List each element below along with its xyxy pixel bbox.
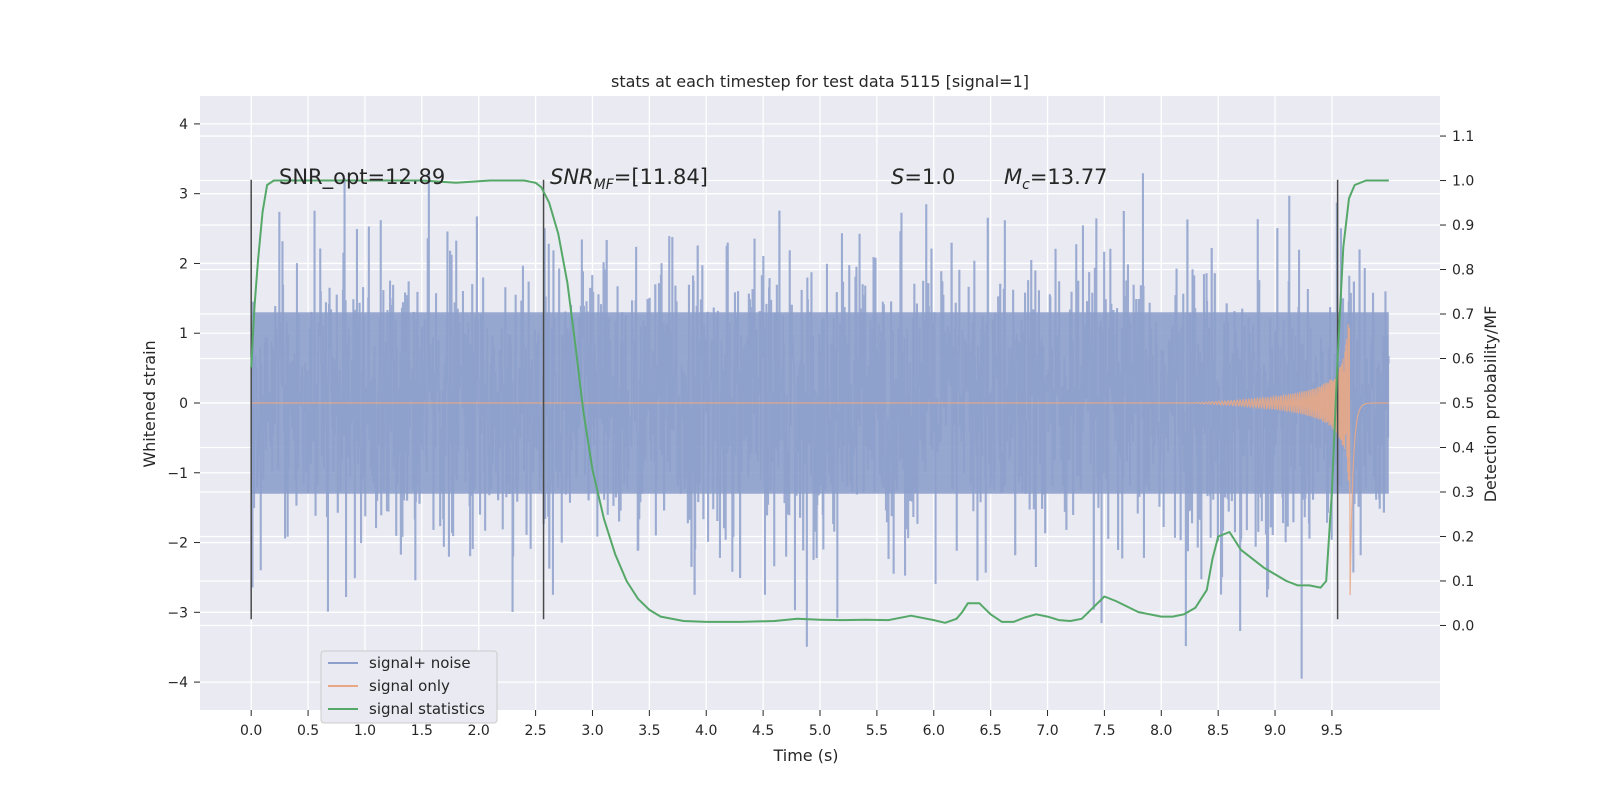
mc-value: =13.77 — [1030, 165, 1108, 189]
x-tick-label: 9.5 — [1321, 723, 1343, 739]
legend-box — [320, 650, 498, 724]
legend-label-signal-only: signal only — [369, 677, 450, 695]
x-tick-label: 0.5 — [297, 723, 319, 739]
x-tick-label: 3.5 — [638, 723, 660, 739]
signal-only-trace — [251, 323, 1389, 596]
y2-tick-label: 0.4 — [1452, 440, 1474, 456]
x-axis: 0.0 0.5 1.0 1.5 2.0 2.5 3.0 3.5 4.0 4.5 5.0 5.5 6.0 6… — [240, 710, 1343, 739]
y2-tick-label: 0.7 — [1452, 307, 1474, 323]
x-tick-label: 4.0 — [695, 723, 717, 739]
y-tick-label: −2 — [167, 536, 188, 552]
x-tick-label: 5.0 — [809, 723, 831, 739]
s-symbol: S — [891, 165, 904, 189]
y-axis-left: 4 3 2 1 0 −1 −2 −3 −4 — [167, 117, 200, 691]
y-tick-label: 1 — [179, 326, 188, 342]
y-axis-label: Whitened strain — [140, 340, 159, 467]
y2-tick-label: 0.1 — [1452, 574, 1474, 590]
x-tick-label: 3.0 — [581, 723, 603, 739]
mc-symbol: M — [1004, 165, 1022, 189]
legend-label-signal-noise: signal+ noise — [369, 654, 471, 672]
y2-tick-label: 0.8 — [1452, 263, 1474, 279]
mc-subscript: c — [1022, 177, 1030, 193]
y2-tick-label: 0.9 — [1452, 218, 1474, 234]
series-signal-only — [251, 323, 1389, 596]
x-tick-label: 6.0 — [923, 723, 945, 739]
x-tick-label: 8.5 — [1207, 723, 1229, 739]
annotation-s: S=1.0 — [891, 165, 955, 189]
y2-tick-label: 0.2 — [1452, 529, 1474, 545]
y2-tick-label: 1.0 — [1452, 174, 1474, 190]
y-tick-label: 4 — [179, 117, 188, 133]
annotation-mc: Mc=13.77 — [1004, 165, 1108, 193]
y-tick-label: −1 — [167, 466, 188, 482]
legend-label-signal-statistics: signal statistics — [369, 700, 485, 718]
annotation-snr-mf: SNRMF=[11.84] — [550, 165, 708, 193]
chart-title: stats at each timestep for test data 511… — [611, 72, 1029, 91]
x-tick-label: 7.0 — [1036, 723, 1058, 739]
x-tick-label: 1.5 — [411, 723, 433, 739]
y2-tick-label: 0.5 — [1452, 396, 1474, 412]
x-tick-label: 2.0 — [468, 723, 490, 739]
snr-mf-subscript: MF — [594, 177, 615, 193]
x-tick-label: 8.0 — [1150, 723, 1172, 739]
y-tick-label: 2 — [179, 256, 188, 272]
y2-axis-label: Detection probability/MF — [1481, 306, 1500, 503]
s-value: =1.0 — [904, 165, 955, 189]
y2-tick-label: 0.0 — [1452, 618, 1474, 634]
series-signal-statistics — [250, 179, 1389, 624]
snr-mf-value: =[11.84] — [614, 165, 708, 189]
annotation-snr-opt: SNR_opt=12.89 — [279, 165, 445, 190]
signal-statistics-line — [250, 179, 1389, 624]
y-tick-label: 0 — [179, 396, 188, 412]
x-tick-label: 6.5 — [980, 723, 1002, 739]
y-axis-right: 1.1 1.0 0.9 0.8 0.7 0.6 0.5 0.4 0.3 0.2 0.1 0.0 — [1440, 129, 1474, 634]
legend: signal+ noise signal only signal statist… — [320, 650, 498, 724]
x-tick-label: 7.5 — [1093, 723, 1115, 739]
y-tick-label: 3 — [179, 187, 188, 203]
y-tick-label: −3 — [167, 605, 188, 621]
x-tick-label: 9.0 — [1264, 723, 1286, 739]
x-tick-label: 4.5 — [752, 723, 774, 739]
x-tick-label: 5.5 — [866, 723, 888, 739]
x-axis-label: Time (s) — [772, 746, 838, 765]
x-tick-label: 1.0 — [354, 723, 376, 739]
y2-tick-label: 1.1 — [1452, 129, 1474, 145]
x-tick-label: 0.0 — [240, 723, 262, 739]
vertical-markers — [250, 179, 1339, 620]
y2-tick-label: 0.6 — [1452, 352, 1474, 368]
y-tick-label: −4 — [167, 675, 188, 691]
snr-mf-symbol: SNR — [550, 165, 594, 189]
x-tick-label: 2.5 — [524, 723, 546, 739]
y2-tick-label: 0.3 — [1452, 485, 1474, 501]
